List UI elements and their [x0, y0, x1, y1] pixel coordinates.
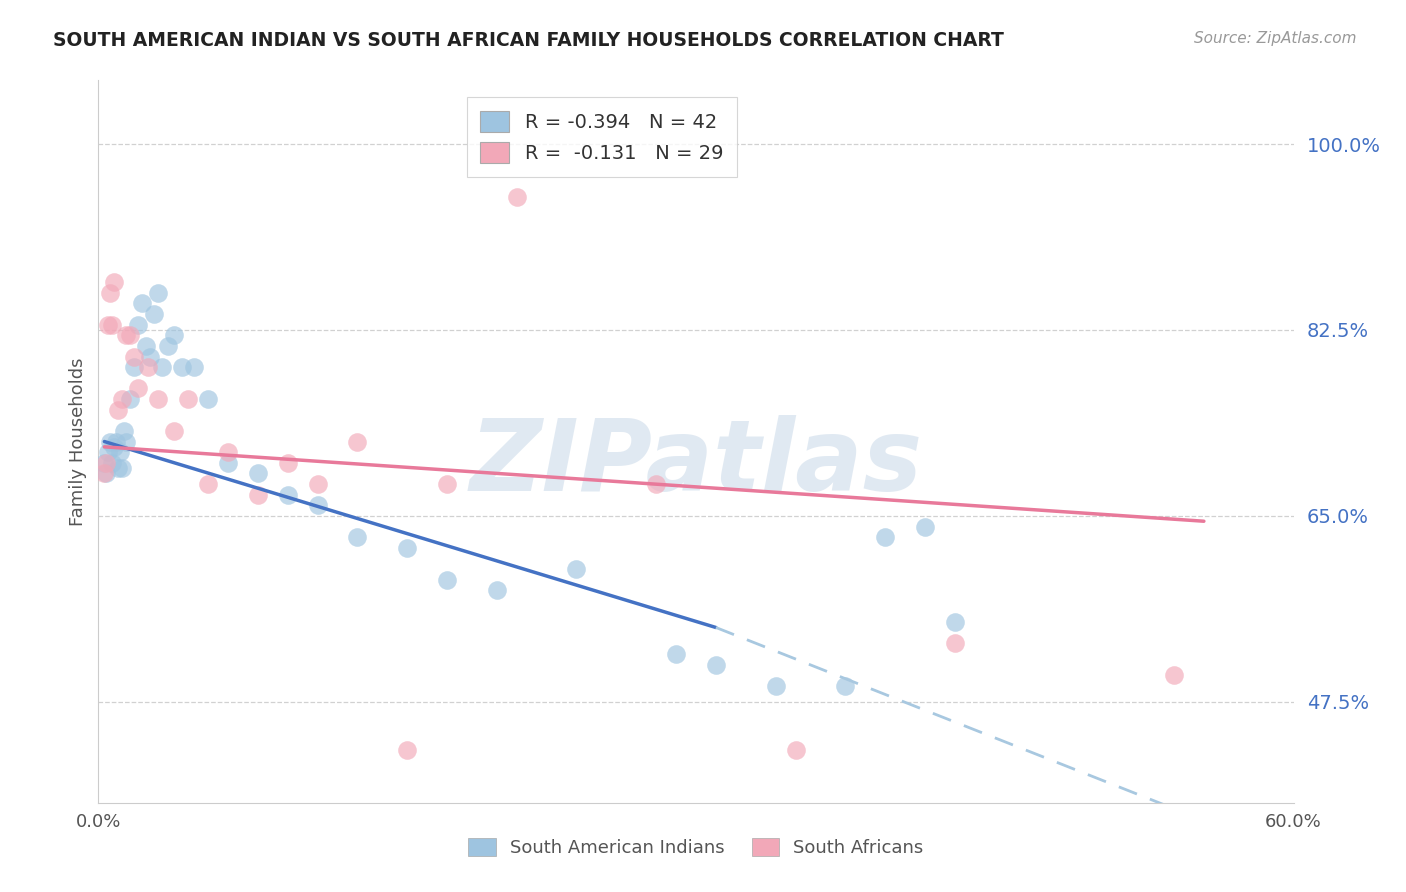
- Point: [197, 392, 219, 406]
- Point: [177, 392, 200, 406]
- Point: [396, 541, 419, 555]
- Point: [197, 477, 219, 491]
- Point: [111, 461, 134, 475]
- Point: [1163, 668, 1185, 682]
- Point: [97, 445, 120, 459]
- Point: [93, 456, 115, 470]
- Point: [148, 285, 170, 300]
- Point: [704, 657, 727, 672]
- Point: [246, 488, 269, 502]
- Point: [277, 456, 299, 470]
- Point: [115, 328, 138, 343]
- Point: [217, 445, 239, 459]
- Point: [157, 339, 180, 353]
- Point: [217, 456, 239, 470]
- Point: [246, 467, 269, 481]
- Point: [914, 519, 936, 533]
- Point: [93, 467, 115, 481]
- Point: [346, 530, 368, 544]
- Point: [785, 742, 807, 756]
- Point: [103, 440, 125, 454]
- Point: [96, 456, 118, 470]
- Point: [765, 679, 787, 693]
- Point: [277, 488, 299, 502]
- Point: [148, 392, 170, 406]
- Legend: South American Indians, South Africans: South American Indians, South Africans: [460, 829, 932, 866]
- Point: [172, 360, 194, 375]
- Point: [834, 679, 856, 693]
- Point: [131, 296, 153, 310]
- Point: [163, 328, 186, 343]
- Point: [183, 360, 205, 375]
- Point: [120, 392, 142, 406]
- Point: [139, 350, 162, 364]
- Text: SOUTH AMERICAN INDIAN VS SOUTH AFRICAN FAMILY HOUSEHOLDS CORRELATION CHART: SOUTH AMERICAN INDIAN VS SOUTH AFRICAN F…: [53, 31, 1004, 50]
- Point: [120, 328, 142, 343]
- Point: [506, 190, 529, 204]
- Point: [103, 275, 125, 289]
- Point: [135, 339, 157, 353]
- Point: [396, 742, 419, 756]
- Point: [115, 434, 138, 449]
- Point: [101, 318, 124, 332]
- Point: [436, 477, 458, 491]
- Point: [97, 318, 120, 332]
- Point: [163, 424, 186, 438]
- Point: [112, 424, 135, 438]
- Point: [101, 456, 124, 470]
- Y-axis label: Family Households: Family Households: [69, 358, 87, 525]
- Point: [124, 360, 146, 375]
- Point: [111, 392, 134, 406]
- Point: [565, 562, 588, 576]
- Point: [346, 434, 368, 449]
- Point: [307, 477, 329, 491]
- Point: [98, 434, 122, 449]
- Point: [143, 307, 166, 321]
- Point: [150, 360, 173, 375]
- Point: [943, 615, 966, 630]
- Point: [307, 498, 329, 512]
- Point: [96, 467, 118, 481]
- Point: [107, 461, 129, 475]
- Point: [136, 360, 159, 375]
- Point: [98, 285, 122, 300]
- Point: [105, 434, 128, 449]
- Text: Source: ZipAtlas.com: Source: ZipAtlas.com: [1194, 31, 1357, 46]
- Point: [110, 445, 132, 459]
- Point: [127, 381, 149, 395]
- Point: [127, 318, 149, 332]
- Point: [124, 350, 146, 364]
- Point: [943, 636, 966, 650]
- Point: [485, 583, 508, 598]
- Point: [875, 530, 897, 544]
- Point: [107, 402, 129, 417]
- Point: [645, 477, 668, 491]
- Point: [436, 573, 458, 587]
- Text: ZIPatlas: ZIPatlas: [470, 415, 922, 512]
- Point: [665, 647, 688, 661]
